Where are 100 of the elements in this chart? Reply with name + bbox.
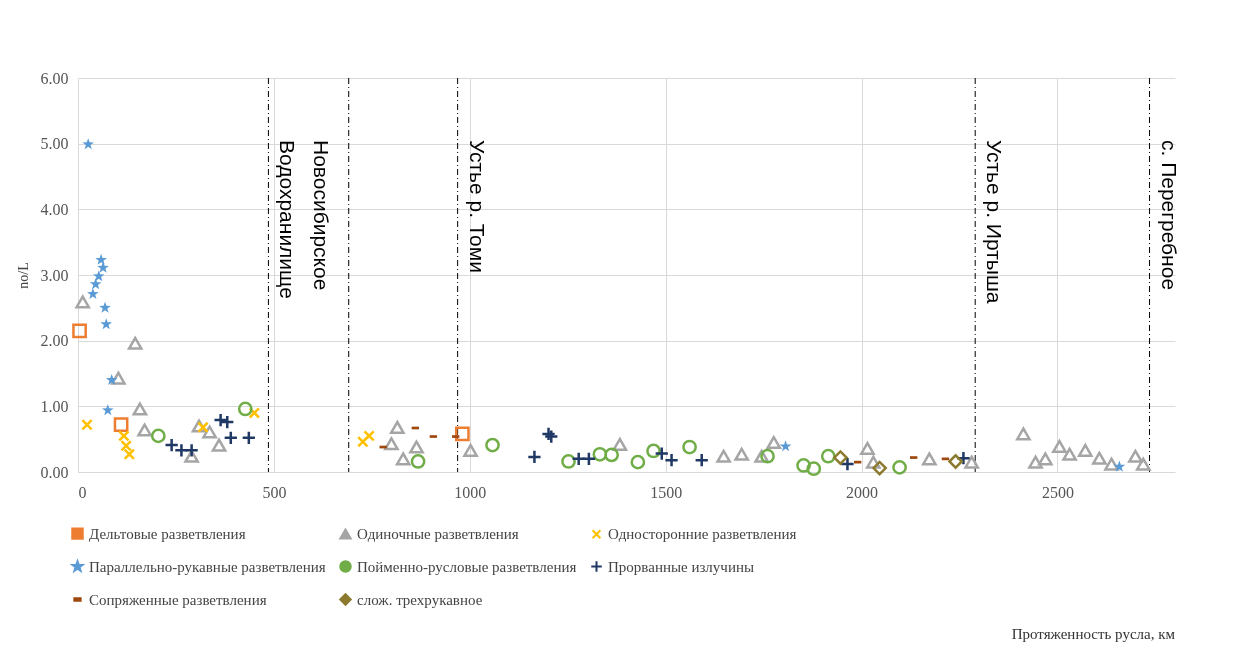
x-tick-label: 0	[78, 483, 87, 501]
y-axis-title: no/L	[15, 262, 31, 289]
point	[1037, 452, 1053, 466]
point	[132, 402, 148, 416]
point	[75, 295, 91, 309]
point	[127, 336, 143, 350]
point	[120, 439, 133, 452]
point	[646, 443, 661, 459]
point	[806, 461, 822, 477]
x-tick-label: 1000	[454, 483, 487, 501]
point	[630, 454, 646, 470]
point	[241, 430, 257, 446]
point	[72, 323, 87, 339]
y-tick-label: 0.00	[40, 463, 69, 481]
text: Протяженность русла, км	[1011, 626, 1176, 642]
point	[760, 448, 775, 464]
point	[110, 371, 126, 385]
point	[964, 455, 980, 469]
point	[123, 448, 136, 461]
point	[833, 450, 848, 465]
legend-label: Дельтовые разветвления	[89, 525, 246, 542]
point	[1104, 457, 1119, 471]
y-tick-label: 1.00	[40, 397, 69, 415]
point	[395, 452, 411, 466]
point	[92, 270, 105, 282]
legend-label: Прорванные излучины	[608, 558, 755, 575]
y-tick-label: 2.00	[40, 332, 69, 350]
point	[1028, 455, 1043, 469]
point	[454, 426, 470, 442]
legend-label: Пойменно-русловые разветвления	[357, 558, 577, 575]
point	[840, 456, 855, 472]
point	[948, 454, 963, 469]
point	[766, 435, 782, 449]
point	[682, 439, 697, 455]
point	[89, 278, 102, 290]
point	[463, 443, 478, 457]
point	[1016, 427, 1031, 441]
point	[1113, 460, 1126, 472]
point	[1077, 443, 1093, 457]
legend-label: Сопряженные разветвления	[89, 591, 267, 608]
point	[592, 446, 608, 462]
point	[860, 441, 875, 455]
point	[892, 460, 907, 475]
point	[100, 318, 113, 330]
point	[1062, 447, 1077, 461]
point	[150, 428, 166, 444]
point	[363, 430, 375, 442]
y-tick-label: 4.00	[40, 200, 69, 218]
point	[223, 430, 239, 446]
y-tick-label: 6.00	[40, 69, 69, 87]
point	[81, 418, 93, 431]
point	[604, 447, 619, 463]
point	[211, 438, 227, 452]
point	[389, 420, 405, 434]
ref-line-label: Устье р. Томи	[465, 140, 489, 273]
point	[561, 454, 576, 469]
ref-line-label: с. Перегребное	[1157, 140, 1181, 291]
point	[87, 287, 99, 299]
x-tick-label: 2500	[1041, 483, 1074, 501]
legend-label: Параллельно-рукавные разветвления	[89, 558, 326, 575]
x-tick-label: 2000	[846, 483, 879, 501]
legend-label: Одиночные разветвления	[357, 525, 519, 542]
point	[95, 253, 107, 265]
point	[202, 425, 218, 439]
point	[105, 373, 118, 386]
ref-line-label: Устье р. Иртыша	[983, 140, 1007, 304]
y-tick-label: 3.00	[40, 266, 69, 284]
point	[409, 440, 424, 454]
point	[137, 423, 152, 437]
x-tick-label: 500	[262, 483, 287, 501]
point	[113, 417, 129, 433]
x-tick-label: 1500	[650, 483, 683, 501]
point	[734, 447, 750, 461]
point	[248, 407, 261, 419]
point	[82, 138, 95, 150]
point	[1128, 449, 1143, 463]
point	[716, 449, 732, 463]
point	[527, 449, 542, 465]
point	[184, 442, 199, 458]
point	[356, 435, 369, 448]
point	[796, 458, 811, 473]
point	[694, 452, 710, 468]
y-tick-label: 5.00	[40, 135, 69, 153]
point	[1135, 457, 1151, 471]
point	[872, 460, 887, 476]
point	[581, 451, 597, 467]
point	[485, 437, 500, 453]
legend-label: слож. трехрукавное	[357, 591, 483, 608]
point	[101, 404, 114, 416]
point	[197, 421, 209, 434]
point	[779, 440, 792, 452]
point	[99, 301, 111, 313]
point	[384, 437, 399, 451]
legend-label: Односторонние разветвления	[608, 526, 797, 543]
point	[237, 401, 253, 417]
point	[1092, 451, 1107, 465]
point	[410, 454, 426, 469]
point	[921, 452, 937, 466]
point	[118, 430, 130, 442]
ref-line-label: Новосибирское Водохранилище	[276, 140, 334, 299]
